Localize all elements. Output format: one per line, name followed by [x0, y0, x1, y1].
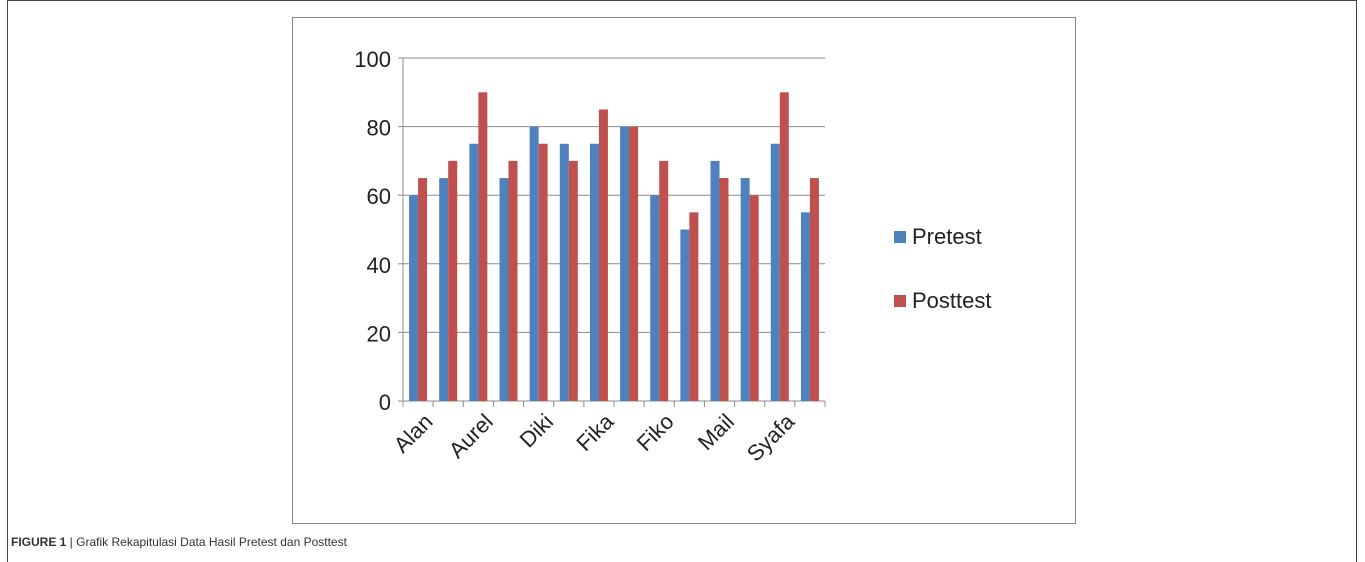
bar-pretest	[650, 195, 660, 401]
y-tick-label: 40	[367, 253, 391, 278]
figure-caption: FIGURE 1 | Grafik Rekapitulasi Data Hasi…	[11, 535, 347, 549]
figure-frame	[7, 0, 1357, 562]
bar-pretest	[680, 229, 690, 401]
x-tick-label: Alan	[389, 409, 438, 458]
bar-posttest	[508, 160, 518, 401]
x-tick-label: Fiko	[632, 409, 679, 456]
bar-pretest	[559, 143, 569, 401]
caption-separator: |	[66, 535, 77, 549]
y-tick-label: 60	[367, 184, 391, 209]
bar-pretest	[589, 143, 599, 401]
legend-swatch-pretest	[894, 231, 906, 243]
bar-pretest	[740, 178, 750, 401]
legend-label-posttest: Posttest	[912, 288, 991, 313]
bar-posttest	[538, 143, 548, 401]
y-tick-label: 0	[379, 390, 391, 415]
bar-pretest	[710, 160, 720, 401]
bar-chart: 0 20 40 60 80 100 Alan Aurel Diki Fika Fiko Mail Sya…	[354, 47, 991, 466]
y-tick-label: 80	[367, 116, 391, 141]
bar-pretest	[529, 126, 539, 401]
bar-pretest	[439, 178, 449, 401]
bar-pretest	[499, 178, 509, 401]
bar-posttest	[448, 160, 458, 401]
bar-posttest	[478, 92, 488, 402]
bar-posttest	[809, 178, 819, 401]
legend-swatch-posttest	[894, 295, 906, 307]
bar-posttest	[749, 195, 759, 401]
bar-pretest	[770, 143, 780, 401]
bar-posttest	[418, 178, 428, 401]
bar-posttest	[779, 92, 789, 402]
caption-text: Grafik Rekapitulasi Data Hasil Pretest d…	[76, 535, 347, 549]
x-tick-label: Syafa	[742, 408, 800, 466]
figure-label: FIGURE 1	[11, 535, 67, 549]
bar-posttest	[598, 109, 608, 401]
x-tick-label: Fika	[571, 408, 619, 456]
bar-pretest	[409, 195, 419, 401]
y-tick-label: 20	[367, 321, 391, 346]
x-tick-label: Diki	[515, 409, 559, 453]
bar-posttest	[659, 160, 669, 401]
bar-posttest	[719, 178, 729, 401]
bar-pretest	[469, 143, 479, 401]
y-tick-label: 100	[354, 47, 391, 72]
x-tick-label: Mail	[693, 409, 739, 455]
bar-posttest	[629, 126, 639, 401]
legend-label-pretest: Pretest	[912, 224, 982, 249]
x-tick-label: Aurel	[444, 409, 498, 463]
bar-posttest	[568, 160, 578, 401]
bar-pretest	[800, 212, 810, 401]
chart-container: 0 20 40 60 80 100 Alan Aurel Diki Fika Fiko Mail Sya…	[292, 17, 1076, 524]
bar-pretest	[620, 126, 630, 401]
bar-posttest	[689, 212, 699, 401]
